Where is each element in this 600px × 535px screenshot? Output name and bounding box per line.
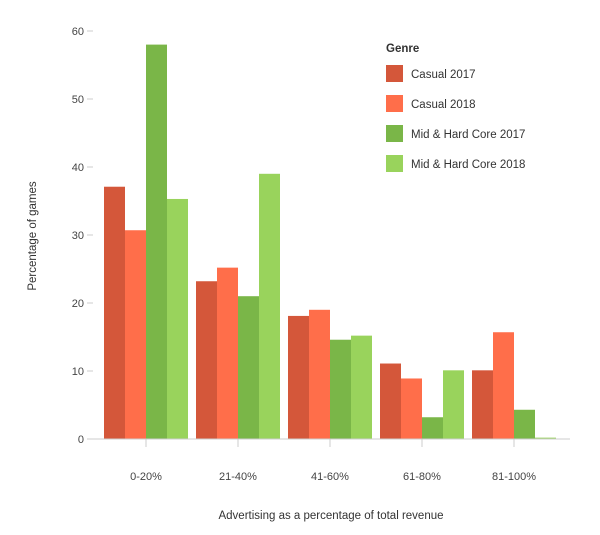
y-axis: 0 10 20 30 40 50 60 (72, 26, 93, 446)
bar-mid-hard-core-2018-0-20- (167, 198, 188, 439)
bar-casual-2017-21-40- (196, 281, 217, 439)
bar-mid-hard-core-2017-61-80- (422, 417, 443, 439)
bar-casual-2017-81-100- (472, 370, 493, 439)
legend-label: Mid & Hard Core 2018 (411, 159, 525, 171)
y-tick-label: 0 (78, 434, 84, 446)
bar-mid-hard-core-2017-21-40- (238, 296, 259, 439)
bar-mid-hard-core-2018-61-80- (443, 370, 464, 439)
legend-label: Casual 2018 (411, 99, 476, 111)
y-tick-label: 30 (72, 230, 84, 242)
bar-mid-hard-core-2017-41-60- (330, 339, 351, 439)
y-tick-label: 10 (72, 366, 84, 378)
x-tick-label: 0-20% (130, 471, 162, 483)
bars (104, 44, 556, 440)
x-tick-label: 21-40% (219, 471, 257, 483)
bar-casual-2017-0-20- (104, 186, 125, 439)
bar-casual-2018-0-20- (125, 230, 146, 439)
legend-swatch (386, 95, 403, 112)
bar-casual-2018-21-40- (217, 267, 238, 439)
legend-title: Genre (386, 43, 419, 55)
x-tick-label: 61-80% (403, 471, 441, 483)
legend: Genre Casual 2017 Casual 2018 Mid & Hard C… (386, 43, 525, 172)
y-tick-label: 50 (72, 94, 84, 106)
y-tick-label: 40 (72, 162, 84, 174)
bar-mid-hard-core-2017-81-100- (514, 409, 535, 439)
bar-casual-2017-61-80- (380, 363, 401, 439)
bar-casual-2017-41-60- (288, 315, 309, 439)
y-tick-label: 60 (72, 26, 84, 38)
x-tick-label: 81-100% (492, 471, 536, 483)
bar-casual-2018-41-60- (309, 309, 330, 439)
x-tick-label: 41-60% (311, 471, 349, 483)
bar-mid-hard-core-2017-0-20- (146, 44, 167, 439)
bar-mid-hard-core-2018-41-60- (351, 335, 372, 439)
y-axis-title: Percentage of games (27, 181, 39, 291)
legend-swatch (386, 125, 403, 142)
legend-swatch (386, 65, 403, 82)
bar-mid-hard-core-2018-21-40- (259, 173, 280, 440)
legend-label: Casual 2017 (411, 69, 476, 81)
x-axis-title: Advertising as a percentage of total rev… (218, 510, 443, 522)
bar-casual-2018-81-100- (493, 332, 514, 439)
x-axis: 0-20% 21-40% 41-60% 61-80% 81-100% (130, 439, 536, 483)
bar-casual-2018-61-80- (401, 378, 422, 439)
y-tick-label: 20 (72, 298, 84, 310)
legend-swatch (386, 155, 403, 172)
bar-mid-hard-core-2018-81-100- (535, 437, 556, 439)
legend-label: Mid & Hard Core 2017 (411, 129, 525, 141)
